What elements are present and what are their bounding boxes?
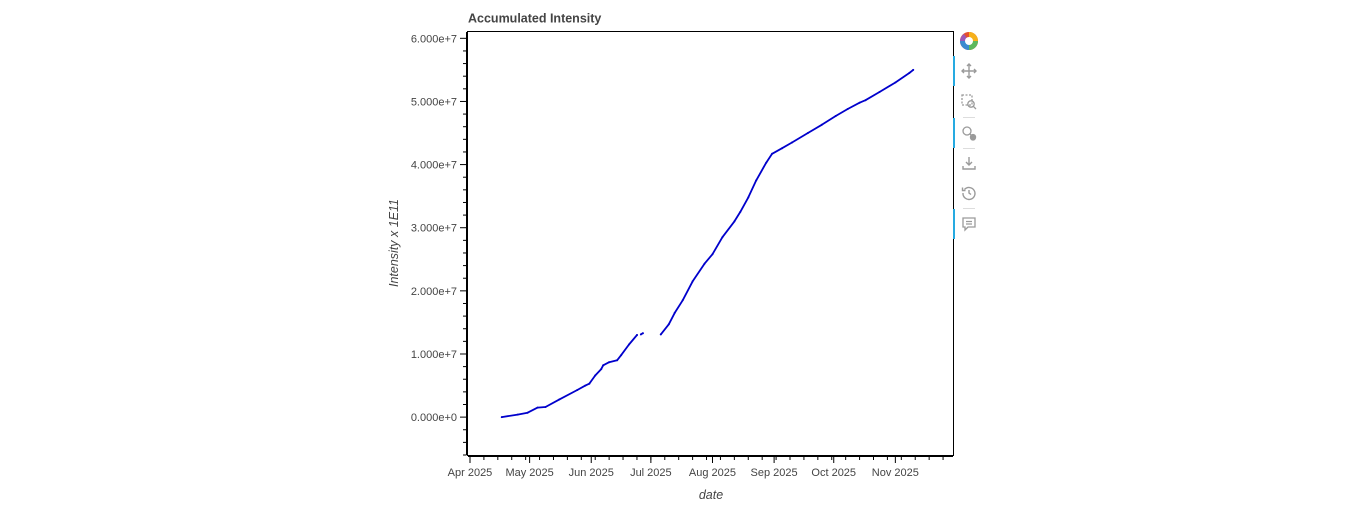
data-point xyxy=(602,364,605,367)
data-point xyxy=(594,374,597,377)
y-axis: 0.000e+0 1.000e+7 2.000e+7 3.000e+7 4.000e+7… xyxy=(411,32,467,456)
y-axis-label: Intensity x 1E11 xyxy=(387,199,401,287)
x-tick-label: Nov 2025 xyxy=(872,467,919,479)
data-point xyxy=(711,253,714,256)
y-tick-label: 5.000e+7 xyxy=(411,96,457,108)
y-tick-label: 3.000e+7 xyxy=(411,223,457,235)
plot-data xyxy=(500,68,915,419)
reset-icon[interactable] xyxy=(957,181,981,205)
data-point xyxy=(639,333,642,336)
x-tick-label: Apr 2025 xyxy=(448,467,493,479)
data-point xyxy=(584,384,587,387)
x-tick-label: Aug 2025 xyxy=(689,467,736,479)
data-point xyxy=(834,115,837,117)
hover-active-indicator xyxy=(953,209,955,239)
data-point xyxy=(791,141,793,144)
data-point xyxy=(526,411,529,414)
data-point xyxy=(912,68,915,71)
y-tick-label: 0.000e+0 xyxy=(411,412,457,424)
pan-icon[interactable] xyxy=(957,59,981,83)
data-point xyxy=(667,323,670,326)
toolbar-separator xyxy=(963,208,975,209)
x-tick-label: Oct 2025 xyxy=(811,467,856,479)
data-point xyxy=(703,262,706,265)
y-tick-label: 6.000e+7 xyxy=(411,33,457,45)
data-point xyxy=(894,81,897,84)
data-point xyxy=(691,280,694,283)
data-point xyxy=(641,332,644,335)
chart-title: Accumulated Intensity xyxy=(468,12,601,26)
data-point xyxy=(806,132,809,134)
data-point xyxy=(608,361,611,364)
data-point xyxy=(721,236,724,239)
plot-frame xyxy=(467,31,954,456)
data-point xyxy=(739,210,742,213)
data-point xyxy=(820,123,823,126)
data-point xyxy=(536,406,539,409)
data-point xyxy=(659,333,662,336)
toolbar-separator xyxy=(963,148,975,149)
data-point xyxy=(500,416,503,419)
data-point xyxy=(755,179,758,182)
x-tick-label: Jul 2025 xyxy=(630,467,672,479)
box-zoom-icon[interactable] xyxy=(957,90,981,114)
data-point xyxy=(858,101,861,104)
data-point xyxy=(878,91,881,93)
data-point xyxy=(576,389,579,391)
data-point xyxy=(771,152,774,155)
data-point xyxy=(747,196,750,199)
series-segment xyxy=(659,69,915,336)
wheel-zoom-icon[interactable] xyxy=(957,121,981,145)
x-tick-label: Sep 2025 xyxy=(751,467,798,479)
x-tick-label: Jun 2025 xyxy=(569,467,614,479)
x-tick-label: May 2025 xyxy=(505,467,553,479)
data-point xyxy=(781,147,784,150)
y-tick-label: 2.000e+7 xyxy=(411,286,457,298)
series-segment xyxy=(500,334,638,419)
x-axis: Apr 2025 May 2025 Jun 2025 Jul 2025 Aug 2025… xyxy=(448,456,953,479)
data-point xyxy=(616,359,619,362)
data-point xyxy=(864,99,867,102)
y-tick-label: 1.000e+7 xyxy=(411,349,457,361)
save-icon[interactable] xyxy=(957,151,981,175)
data-point xyxy=(628,343,630,346)
data-point xyxy=(846,108,849,110)
data-point xyxy=(681,299,684,302)
data-point xyxy=(588,382,591,385)
data-point xyxy=(516,413,519,416)
x-axis-label: date xyxy=(699,488,723,502)
data-point xyxy=(544,406,547,408)
data-point xyxy=(636,334,638,336)
wheel-zoom-active-indicator xyxy=(953,118,955,148)
data-point xyxy=(733,220,736,223)
toolbar-separator xyxy=(963,117,975,118)
y-tick-label: 4.000e+7 xyxy=(411,160,457,172)
data-point xyxy=(908,72,911,74)
hover-icon[interactable] xyxy=(957,212,981,236)
data-point xyxy=(600,368,603,371)
pan-active-indicator xyxy=(953,56,955,86)
data-point xyxy=(765,161,768,164)
data-point xyxy=(620,354,623,357)
bokeh-logo-icon[interactable] xyxy=(957,29,981,53)
data-point xyxy=(558,398,561,401)
data-point xyxy=(673,311,676,314)
